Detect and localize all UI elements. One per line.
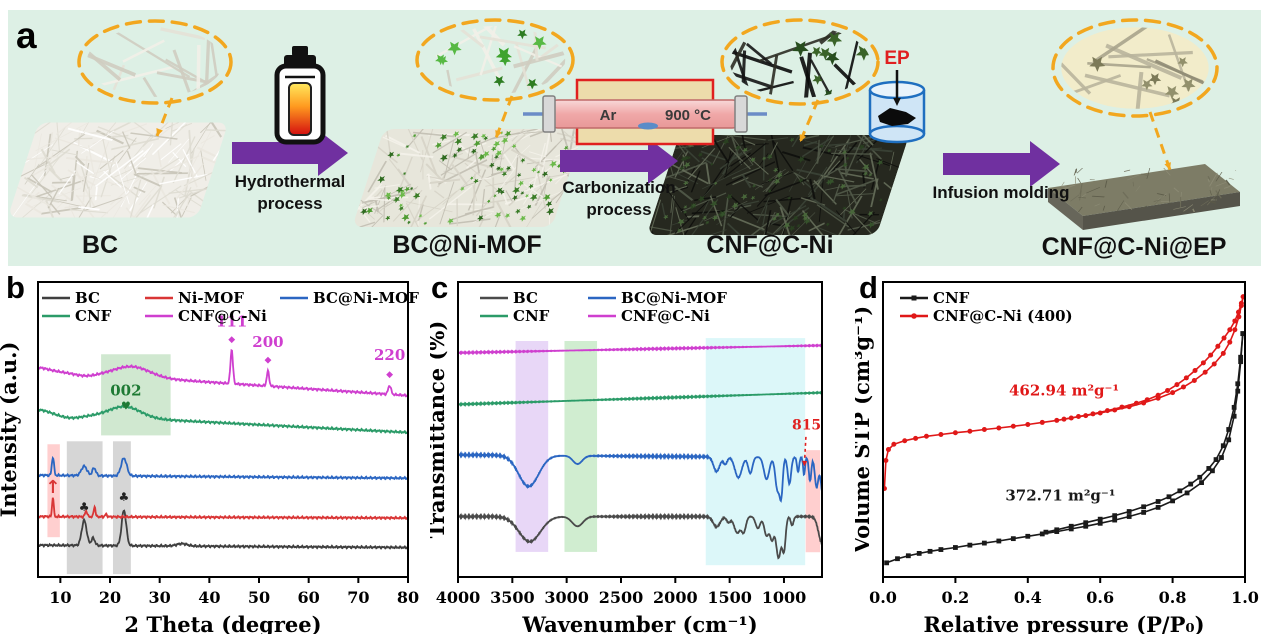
x-tick-label: 10 — [49, 588, 71, 607]
highlight-band — [101, 354, 171, 436]
plot-frame — [457, 281, 823, 578]
legend-label: BC@Ni-MOF — [313, 289, 419, 307]
process-label-hydrothermal-1: Hydrothermal — [235, 172, 346, 191]
x-tick-label: 80 — [397, 588, 419, 607]
legend-label: CNF — [513, 307, 550, 325]
furnace-gas-label: Ar — [600, 107, 617, 124]
legend-label: CNF@C-Ni — [178, 307, 267, 325]
annotation: ◆ — [228, 335, 235, 345]
annotation: ♣ — [79, 500, 90, 514]
x-tick-label: 70 — [347, 588, 369, 607]
x-tick-label: 1000 — [762, 588, 807, 607]
stage-label-bc: BC — [82, 231, 118, 259]
panel-a-letter: a — [16, 15, 37, 56]
annotation: ◆ — [386, 370, 393, 380]
x-tick-label: 2500 — [599, 588, 644, 607]
x-tick-label: 3000 — [544, 588, 589, 607]
legend-label: CNF@C-Ni (400) — [933, 307, 1073, 325]
legend-label: CNF — [75, 307, 112, 325]
x-tick-label: 0.0 — [869, 588, 897, 607]
ftir-chart: 4000 3500 3000 2500 2000 1500 1000 Wavenumber (… — [430, 281, 823, 634]
plot-frame — [882, 281, 1246, 578]
panel-d-letter: d — [859, 270, 878, 305]
plot-frame — [37, 281, 409, 578]
highlight-band — [515, 341, 549, 552]
x-tick-label: 2000 — [653, 588, 698, 607]
x-tick-label: 1.0 — [1231, 588, 1259, 607]
panel-b-letter: b — [6, 270, 25, 305]
x-tick-label: 50 — [248, 588, 270, 607]
annotation: 002 — [110, 382, 141, 400]
x-tick-label: 0.8 — [1159, 588, 1187, 607]
process-label-carbonization-1: Carbonization — [562, 178, 675, 197]
highlight-band — [66, 441, 103, 575]
x-tick-label: 0.6 — [1086, 588, 1114, 607]
series-bc — [457, 512, 823, 560]
y-axis-label: Intensity (a.u.) — [0, 342, 21, 518]
x-axis-label: Wavenumber (cm⁻¹) — [521, 612, 757, 634]
panel-c-letter: c — [431, 270, 449, 305]
annotation: ◆ — [264, 356, 271, 366]
x-tick-label: 0.2 — [941, 588, 969, 607]
annotation: 815 — [792, 418, 821, 434]
annotation: 200 — [252, 333, 283, 351]
legend-label: BC@Ni-MOF — [621, 289, 727, 307]
annotation: ↑ — [45, 477, 60, 498]
annotation: 111 — [216, 312, 247, 330]
process-label-hydrothermal-2: process — [257, 194, 322, 213]
annotation: ♣ — [119, 490, 130, 504]
series-ni-mof — [37, 497, 409, 521]
panel-a-schematic: a BC BC@Ni-MOF CNF@C-Ni CNF@C-Ni@EP Hydr… — [7, 10, 1261, 266]
annotation: 220 — [374, 346, 405, 364]
series-cnf-c-ni-400-desorption — [1063, 296, 1244, 420]
xrd-chart: 10 20 30 40 50 60 70 80 2 Theta (degree) Intensit… — [0, 281, 419, 634]
series-bc-ni-mof — [457, 450, 823, 503]
process-label-carbonization-2: process — [586, 200, 651, 219]
ep-label: EP — [884, 48, 910, 69]
process-label-infusion-molding: Infusion molding — [933, 183, 1070, 202]
x-tick-label: 1500 — [707, 588, 752, 607]
stage-label-bc-ni-mof: BC@Ni-MOF — [392, 231, 541, 259]
series-cnf-c-ni — [457, 343, 823, 356]
panel-a-illustrations — [7, 18, 1241, 235]
legend-label: CNF@C-Ni — [621, 307, 710, 325]
x-tick-label: 4000 — [436, 588, 481, 607]
bet-chart: 0.0 0.2 0.4 0.6 0.8 1.0 Relative pressure (P/P… — [855, 281, 1259, 634]
legend-label: CNF — [933, 289, 970, 307]
x-axis-label: 2 Theta (degree) — [124, 612, 321, 634]
x-axis-label: Relative pressure (P/P₀) — [923, 612, 1204, 634]
annotation: ♥ — [121, 399, 131, 412]
series-cnf — [457, 390, 823, 408]
legend-label: Ni-MOF — [178, 289, 244, 307]
x-tick-label: 60 — [298, 588, 320, 607]
y-axis-label: Volume STP (cm³g⁻¹) — [855, 306, 874, 554]
series-bc-ni-mof — [37, 455, 409, 481]
series-cnf-c-ni — [37, 348, 409, 398]
x-tick-label: 30 — [149, 588, 171, 607]
stage-label-cnf-c-ni: CNF@C-Ni — [706, 231, 833, 259]
x-tick-label: 0.4 — [1014, 588, 1042, 607]
y-axis-label: Transmittance (%) — [430, 321, 449, 539]
stage-label-cnf-c-ni-ep: CNF@C-Ni@EP — [1042, 233, 1227, 261]
highlight-band — [705, 338, 806, 566]
furnace-temperature-label: 900 °C — [665, 107, 711, 124]
series-cnf — [37, 404, 409, 435]
series-bc — [37, 509, 409, 550]
x-tick-label: 20 — [99, 588, 121, 607]
x-tick-label: 3500 — [490, 588, 535, 607]
x-tick-label: 40 — [198, 588, 220, 607]
legend-label: BC — [513, 289, 538, 307]
annotation: 372.71 m²g⁻¹ — [1005, 486, 1115, 504]
legend-label: BC — [75, 289, 100, 307]
annotation: 462.94 m²g⁻¹ — [1009, 382, 1119, 400]
